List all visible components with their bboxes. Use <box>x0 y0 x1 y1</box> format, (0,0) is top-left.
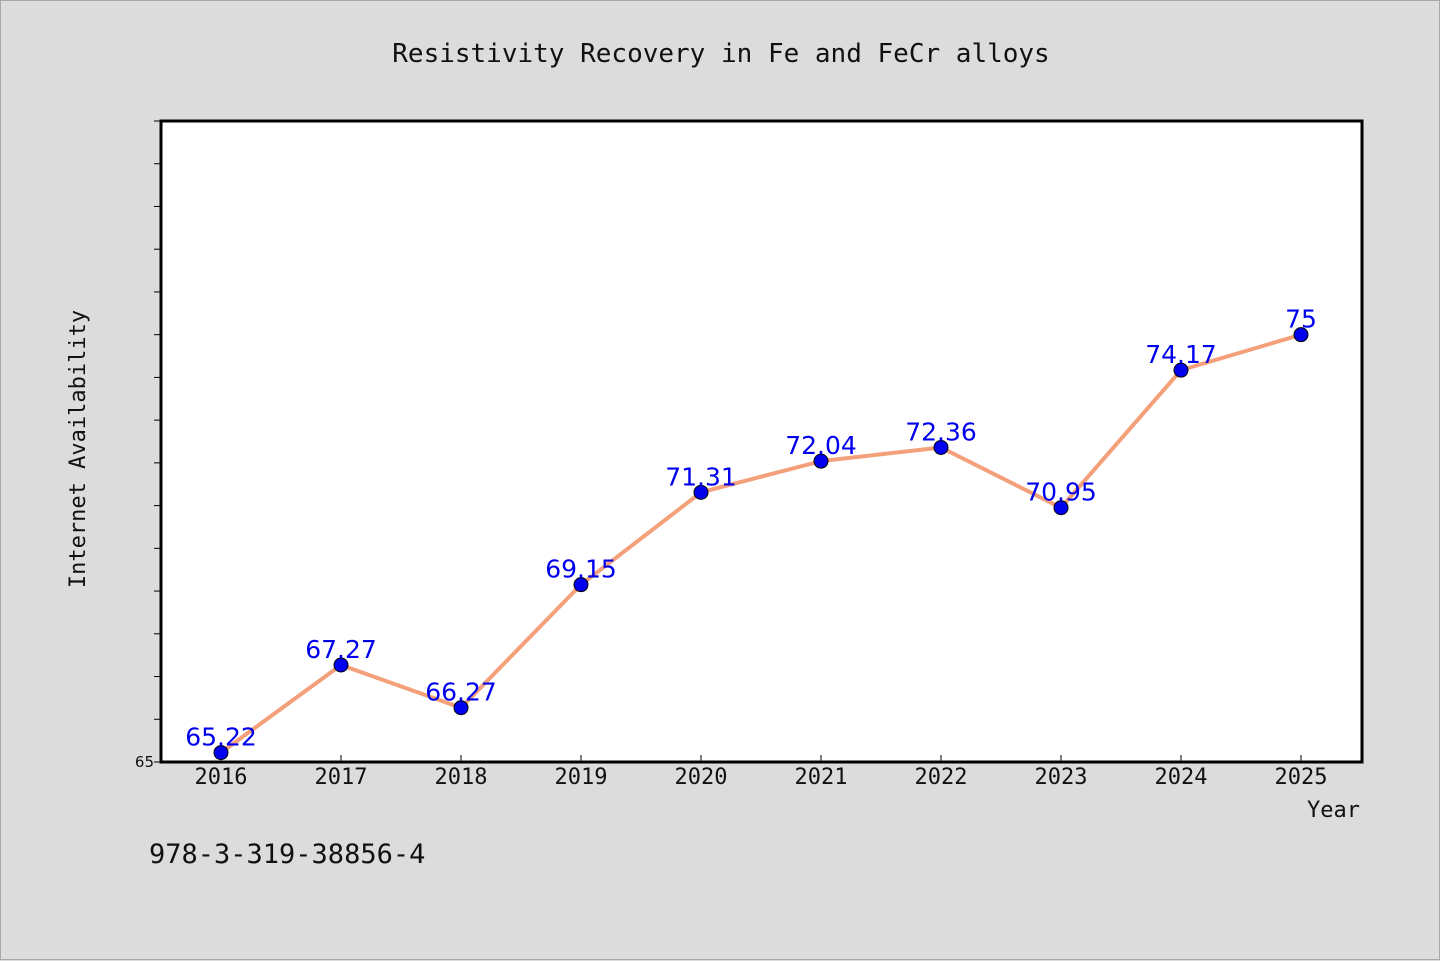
x-axis-tick-labels: 2016 2017 2018 2019 2020 2021 2022 2023 2024 2025 <box>195 765 1328 790</box>
x-tick-label: 2022 <box>915 765 968 790</box>
data-label: 66.27 <box>425 678 497 707</box>
data-point <box>333 657 349 673</box>
x-tick-label: 2025 <box>1275 765 1328 790</box>
data-label: 74.17 <box>1145 340 1217 369</box>
data-label-layer: 65.22 67.27 66.27 69.15 71.31 72.04 72.36 70.95… <box>185 305 1317 752</box>
x-axis-label: Year <box>1307 798 1360 823</box>
data-label: 72.04 <box>785 431 857 460</box>
data-point <box>693 484 709 500</box>
chart-title: Resistivity Recovery in Fe and FeCr allo… <box>392 39 1049 69</box>
x-tick-label: 2016 <box>195 765 248 790</box>
data-label: 71.31 <box>665 462 737 491</box>
footer-isbn: 978-3-319-38856-4 <box>149 839 425 870</box>
data-label: 70.95 <box>1025 478 1097 507</box>
y-axis-ticks <box>154 120 161 763</box>
data-point <box>1293 327 1309 343</box>
data-point <box>213 745 229 761</box>
x-tick-label: 2019 <box>555 765 608 790</box>
data-point <box>573 577 589 593</box>
data-point <box>933 439 949 455</box>
data-point <box>1173 362 1189 378</box>
x-tick-label: 2021 <box>795 765 848 790</box>
y-axis-tick-labels: 65 <box>135 753 154 771</box>
x-tick-label: 2017 <box>315 765 368 790</box>
data-label: 72.36 <box>905 417 977 446</box>
data-point <box>813 453 829 469</box>
data-point <box>453 700 469 716</box>
x-tick-label: 2023 <box>1035 765 1088 790</box>
plot-area <box>159 119 1364 764</box>
data-label: 69.15 <box>545 555 617 584</box>
data-label: 65.22 <box>185 723 257 752</box>
y-tick-label: 65 <box>135 753 154 771</box>
series-layer <box>219 332 1303 755</box>
data-label: 75 <box>1285 305 1317 334</box>
series-line <box>219 332 1303 755</box>
x-tick-label: 2018 <box>435 765 488 790</box>
data-label: 67.27 <box>305 635 377 664</box>
x-tick-label: 2020 <box>675 765 728 790</box>
y-axis-label: Internet Availability <box>66 310 91 588</box>
x-axis-ticks <box>220 755 1302 762</box>
marker-layer <box>213 327 1309 761</box>
x-tick-label: 2024 <box>1155 765 1208 790</box>
data-point <box>1053 500 1069 516</box>
